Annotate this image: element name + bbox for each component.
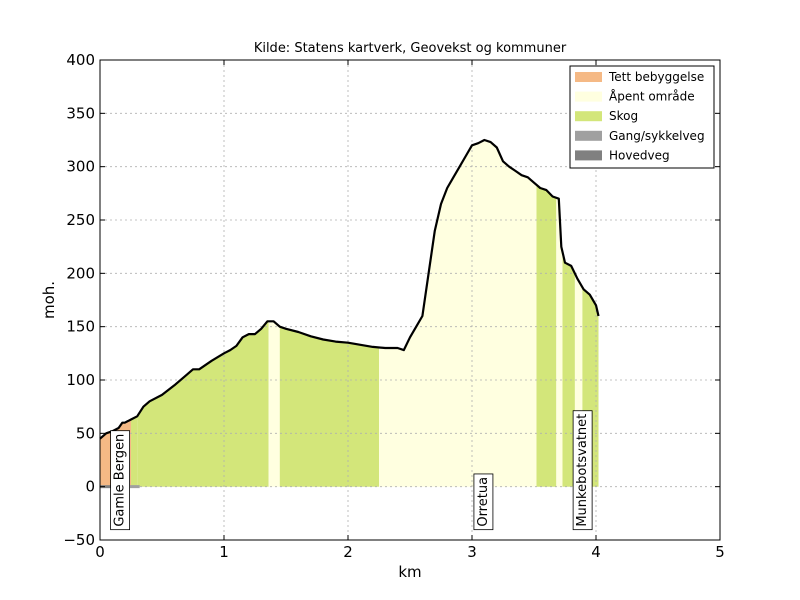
legend-label: Hovedveg [609,148,670,162]
land-use-bands [100,140,599,487]
land-use-band-6 [536,184,557,487]
legend-label: Skog [609,109,638,123]
y-tick-label: 150 [66,318,95,336]
x-tick-label: 0 [95,543,105,561]
annotation-box [473,473,494,531]
annotation-box [572,410,593,531]
y-tick-label: 50 [76,424,95,442]
legend: Tett bebyggelse Åpent område Skog Gang/sykk… [569,65,715,169]
land-use-band-1 [131,416,138,487]
annotation-2: Munkebotsvatnet [572,410,593,531]
x-tick-label: 2 [343,543,353,561]
x-tick-label: 4 [591,543,601,561]
y-axis-label: moh. [40,281,58,319]
y-tick-label: 350 [66,104,95,122]
y-tick-label: 100 [66,371,95,389]
legend-swatch [575,72,602,82]
legend-swatch [575,91,602,102]
x-axis-label: km [398,563,421,581]
legend-swatch [575,130,602,141]
legend-label: Åpent område [609,89,695,104]
y-tick-label: 250 [66,211,95,229]
x-tick-label: 1 [219,543,229,561]
annotation-0: Gamle Bergen [110,430,130,531]
land-use-band-2 [137,321,269,487]
annotation-box [110,430,130,531]
plot-frame [99,59,721,541]
legend-swatch [575,111,602,122]
y-tick-label: 0 [85,478,95,496]
legend-swatch [575,150,602,161]
land-use-band-3 [268,321,280,487]
annotation-label: Orretua [476,477,491,527]
elevation-line [99,138,600,440]
place-annotations: Gamle Bergen Orretua Munkebotsvatnet [110,410,593,531]
elevation-line-group [99,138,600,440]
land-use-band-4 [279,326,379,487]
legend-label: Tett bebyggelse [608,70,704,84]
y-tick-label: −50 [63,531,95,549]
annotation-1: Orretua [473,473,494,531]
y-tick-label: 200 [66,264,95,282]
y-tick-label: 400 [66,51,95,69]
annotation-label: Munkebotsvatnet [575,414,590,527]
land-use-band-7 [556,197,563,487]
y-tick-label: 300 [66,158,95,176]
land-use-band-5 [379,140,537,487]
x-tick-label: 3 [467,543,477,561]
x-tick-label: 5 [715,543,725,561]
land-use-band-8 [562,252,575,487]
legend-label: Gang/sykkelveg [609,129,705,143]
annotation-label: Gamle Bergen [113,434,128,527]
chart-title: Kilde: Statens kartverk, Geovekst og kom… [254,41,567,56]
